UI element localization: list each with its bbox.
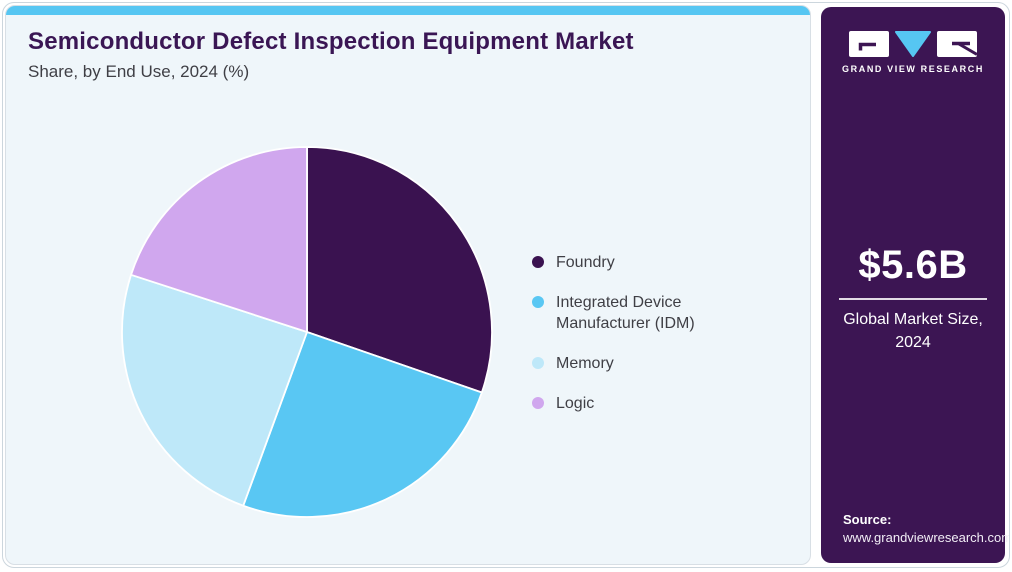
source-label: Source:	[843, 512, 892, 527]
pie-slice-integrated-device-manufacturer-idm	[242, 331, 483, 518]
legend-item: Integrated Device Manufacturer (IDM)	[532, 292, 732, 334]
market-size-divider	[839, 298, 987, 300]
market-size-label: Global Market Size, 2024	[843, 311, 983, 351]
legend-item: Logic	[532, 393, 732, 414]
logo-g-block-icon	[849, 31, 889, 57]
gvr-logo: GRAND VIEW RESEARCH	[821, 31, 1005, 74]
pie-chart-svg	[121, 146, 493, 518]
legend-dot-icon	[532, 357, 544, 369]
market-size-value: $5.6B	[858, 243, 968, 287]
source-url: www.grandviewresearch.com	[843, 530, 1010, 545]
sidebar: GRAND VIEW RESEARCH $5.6B Global Market …	[821, 7, 1009, 563]
pie-chart	[117, 142, 497, 522]
legend-dot-icon	[532, 296, 544, 308]
pie-slice-logic	[130, 146, 308, 333]
legend: Foundry Integrated Device Manufacturer (I…	[532, 252, 732, 414]
page-title: Semiconductor Defect Inspection Equipmen…	[28, 28, 634, 55]
legend-label: Memory	[556, 355, 614, 372]
gvr-logo-shapes	[849, 31, 977, 57]
logo-v-triangle-icon	[895, 31, 931, 57]
source-block: Source: www.grandviewresearch.com	[843, 512, 1010, 545]
logo-r-block-icon	[937, 31, 977, 57]
market-size-block: $5.6B Global Market Size, 2024	[821, 243, 1005, 354]
chart-panel: Semiconductor Defect Inspection Equipmen…	[5, 5, 811, 565]
legend-dot-icon	[532, 256, 544, 268]
legend-label: Integrated Device Manufacturer (IDM)	[556, 294, 695, 332]
legend-item: Foundry	[532, 252, 732, 273]
legend-item: Memory	[532, 353, 732, 374]
page-subtitle: Share, by End Use, 2024 (%)	[28, 62, 250, 81]
top-accent-bar	[6, 6, 810, 15]
pie-slice-foundry	[306, 146, 493, 394]
pie-slice-memory	[121, 273, 308, 507]
legend-label: Logic	[556, 395, 595, 412]
legend-label: Foundry	[556, 254, 615, 271]
legend-dot-icon	[532, 397, 544, 409]
logo-wordmark: GRAND VIEW RESEARCH	[842, 64, 984, 74]
